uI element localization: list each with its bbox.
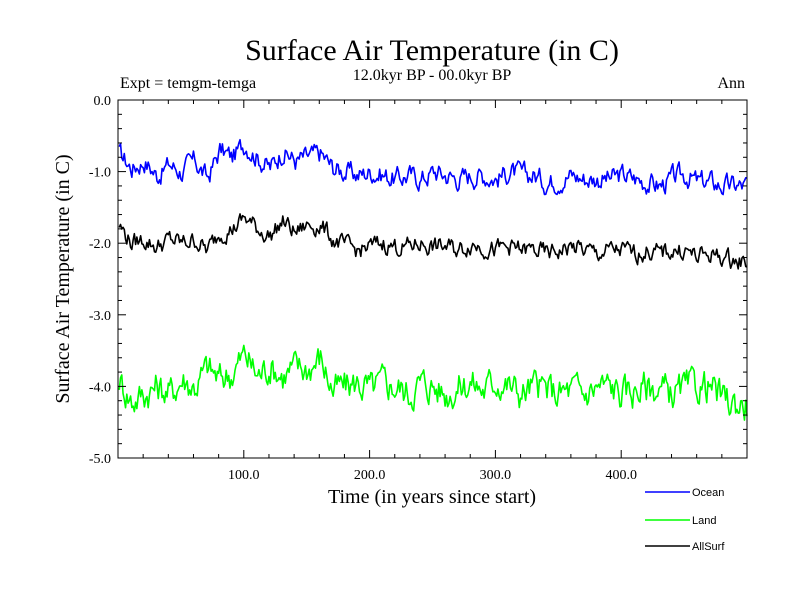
- y-tick-label: -1.0: [89, 166, 111, 181]
- series-line-land: [118, 344, 748, 421]
- y-tick-label: -2.0: [89, 237, 111, 252]
- x-tick-label: 100.0: [228, 468, 260, 483]
- legend-label-ocean: Ocean: [692, 487, 724, 499]
- x-tick-label: 400.0: [605, 468, 637, 483]
- y-axis-label: Surface Air Temperature (in C): [52, 154, 74, 403]
- series-line-ocean: [118, 138, 748, 196]
- series-line-allsurf: [118, 213, 748, 270]
- y-tick-label: 0.0: [94, 94, 112, 109]
- axes-layer: 0.0 -1.0 -2.0 -3.0 -4.0 -5.0 100.0 200.0 300.0 40…: [89, 94, 747, 483]
- x-axis-label: Time (in years since start): [328, 486, 536, 508]
- y-tick-label: -3.0: [89, 309, 111, 324]
- legend-label-land: Land: [692, 515, 716, 527]
- y-tick-label: -4.0: [89, 380, 111, 395]
- x-tick-label: 200.0: [354, 468, 386, 483]
- plot-frame: [117, 99, 748, 459]
- legend: Ocean Land AllSurf: [645, 487, 725, 553]
- legend-label-allsurf: AllSurf: [692, 541, 725, 553]
- experiment-label: Expt = temgm-temga: [120, 75, 256, 92]
- x-tick-label: 300.0: [480, 468, 512, 483]
- chart-title: Surface Air Temperature (in C): [245, 34, 619, 67]
- chart-subtitle: 12.0kyr BP - 00.0kyr BP: [353, 67, 512, 84]
- season-label: Ann: [717, 75, 745, 92]
- y-tick-label: -5.0: [89, 452, 111, 467]
- series-layer: [118, 138, 748, 421]
